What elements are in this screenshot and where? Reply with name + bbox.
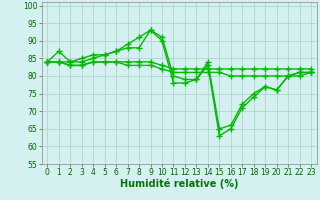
X-axis label: Humidité relative (%): Humidité relative (%) bbox=[120, 179, 238, 189]
